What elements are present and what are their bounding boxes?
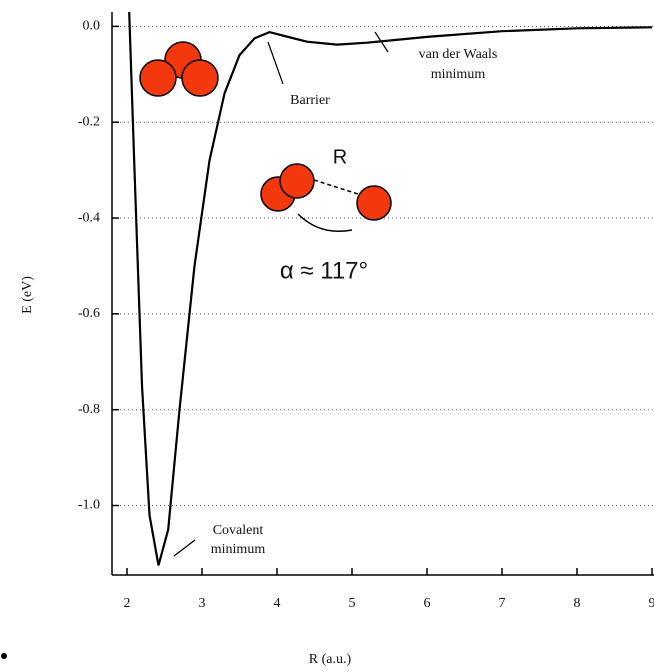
x-tick-label: 6 — [424, 596, 431, 611]
x-tick-label: 3 — [199, 596, 206, 611]
energy-curve — [128, 11, 653, 566]
annotation: R — [333, 146, 347, 168]
y-tick-label: -0.8 — [78, 402, 100, 417]
annotation: Barrier — [290, 93, 330, 108]
annotation: minimum — [211, 542, 266, 557]
x-tick-label: 8 — [574, 596, 581, 611]
annotation: minimum — [431, 67, 486, 82]
trimer-icon — [139, 41, 219, 97]
dot — [1, 653, 7, 659]
y-tick-label: -0.6 — [78, 306, 100, 321]
x-tick-label: 2 — [124, 596, 131, 611]
x-tick-label: 5 — [349, 596, 356, 611]
x-tick-label: 9 — [649, 596, 654, 611]
annotation: α ≈ 117° — [280, 257, 368, 284]
annotation: van der Waals — [419, 47, 498, 62]
x-axis-label: R (a.u.) — [309, 652, 352, 667]
y-tick-label: -0.4 — [78, 210, 100, 225]
x-tick-label: 7 — [499, 596, 506, 611]
y-tick-label: -1.0 — [78, 498, 100, 513]
y-tick-label: -0.2 — [78, 114, 100, 129]
x-tick-label: 4 — [274, 596, 281, 611]
annotation: Covalent — [213, 523, 264, 538]
y-tick-label: 0.0 — [83, 19, 101, 34]
leader-lines — [173, 31, 389, 557]
y-axis-label: E (eV) — [20, 276, 35, 314]
dimer-atom-icon — [260, 163, 392, 232]
